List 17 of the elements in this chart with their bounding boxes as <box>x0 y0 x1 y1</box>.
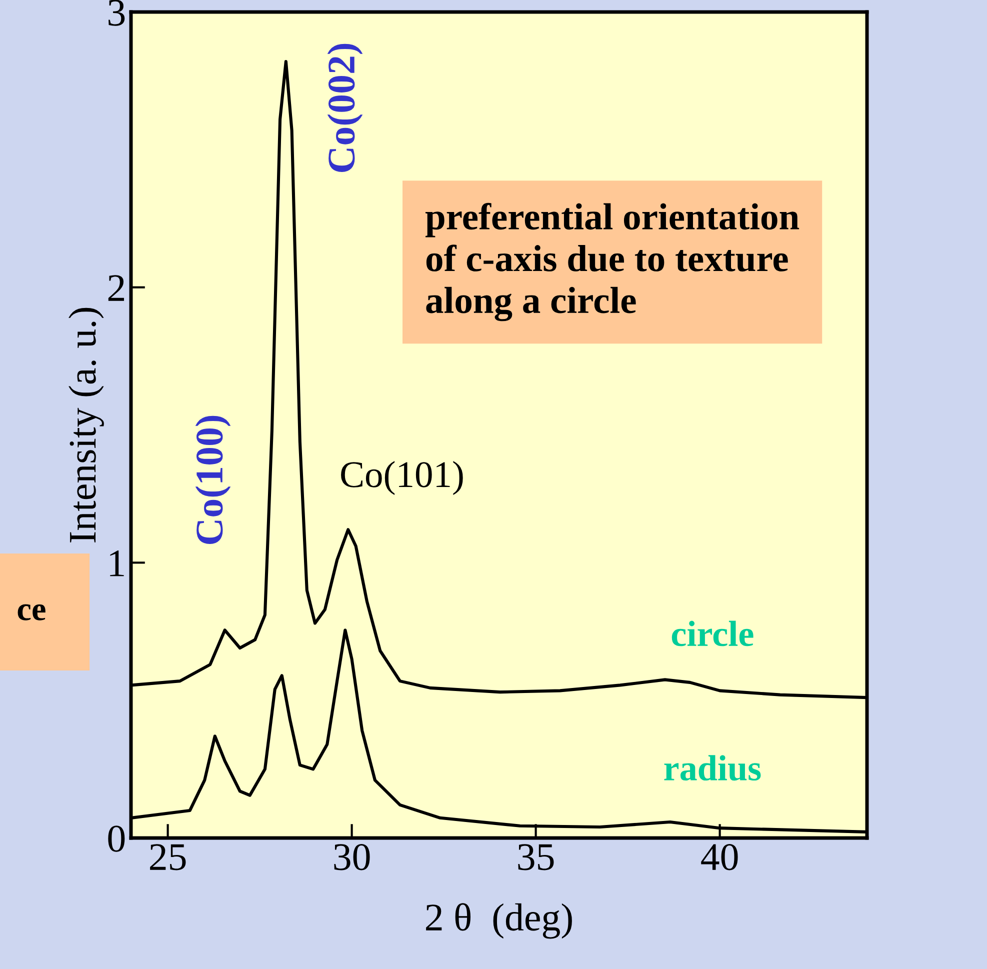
y-axis-title: Intensity (a. u.) <box>68 308 104 542</box>
annotation: preferential orientation of c-axis due to texture along a circle <box>425 202 800 322</box>
x-tick-label: 35 <box>518 844 554 870</box>
y-tick-label: 3 <box>108 0 125 26</box>
text: ce <box>18 604 46 620</box>
x-axis-title: 2 θ (deg) <box>426 903 572 939</box>
annotation: Co(101) <box>341 460 463 496</box>
x-tick-label: 30 <box>334 844 370 870</box>
series-label: radius <box>664 755 761 781</box>
y-tick-label: 0 <box>108 826 125 852</box>
annotation: Co(100) <box>195 416 231 544</box>
y-tick-label: 1 <box>110 550 124 576</box>
annotation: Co(002) <box>327 44 363 172</box>
x-tick-label: 25 <box>150 844 186 870</box>
x-tick-label: 40 <box>701 844 738 870</box>
y-tick-label: 2 <box>108 275 124 301</box>
series-label: circle <box>672 620 754 646</box>
